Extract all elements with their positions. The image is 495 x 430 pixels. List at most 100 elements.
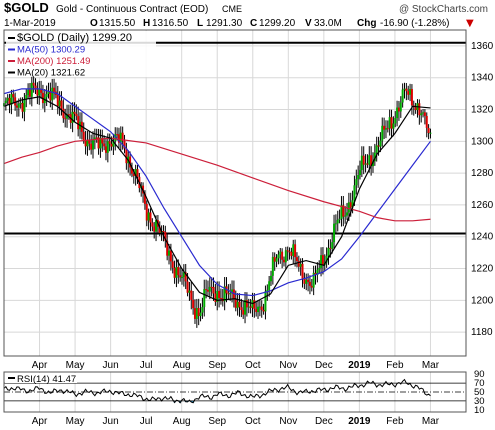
price-bar-body — [314, 272, 317, 276]
price-bar-body — [371, 161, 374, 167]
price-bar-body — [56, 95, 59, 107]
price-bar-body — [143, 193, 146, 204]
price-bar-body — [386, 128, 389, 130]
price-bar-body — [14, 97, 17, 106]
price-bar-body — [290, 251, 293, 256]
price-bar-body — [331, 242, 334, 249]
x-tick-label: Feb — [386, 360, 404, 371]
price-bar-body — [321, 255, 324, 266]
price-bar-body — [116, 134, 119, 136]
price-bar-body — [169, 250, 172, 262]
price-bar-body — [177, 267, 180, 276]
price-bar-body — [229, 292, 232, 295]
price-bar-body — [199, 312, 202, 317]
price-bar-body — [166, 240, 169, 256]
price-bar-body — [223, 286, 226, 302]
price-bar-body — [401, 89, 404, 103]
rsi-series — [3, 378, 431, 404]
price-bar-body — [4, 100, 7, 104]
price-bar-body — [192, 299, 195, 309]
legend-entry: MA(20) 1321.62 — [17, 68, 85, 79]
price-bar-body — [38, 88, 41, 96]
price-bar-body — [260, 306, 263, 310]
x-tick-label: Aug — [173, 416, 191, 427]
price-bar-body — [277, 254, 280, 259]
price-bar-body — [284, 250, 287, 263]
price-bar-body — [218, 290, 221, 299]
price-bar-body — [384, 128, 387, 130]
change-label: Chg — [357, 18, 376, 29]
low-value: 1291.30 — [206, 18, 243, 29]
x-tick-label: Oct — [245, 360, 261, 371]
price-bar-body — [429, 132, 432, 134]
price-bar-body — [205, 289, 208, 291]
price-bar-body — [19, 103, 22, 105]
price-bar-body — [181, 277, 184, 279]
price-bar-body — [334, 223, 337, 225]
price-bar-body — [247, 306, 250, 308]
price-bar-body — [242, 309, 245, 315]
x-tick-label: Dec — [315, 416, 333, 427]
price-bar-body — [73, 111, 76, 114]
price-bar-body — [423, 112, 426, 116]
price-bar-body — [353, 185, 356, 201]
price-bar-body — [184, 272, 187, 282]
price-bar-body — [227, 293, 230, 295]
price-bar-body — [390, 117, 393, 129]
price-bar-body — [15, 105, 18, 108]
price-bar-body — [12, 94, 15, 98]
price-bar-body — [320, 255, 323, 268]
legend-entry: MA(50) 1300.29 — [17, 45, 85, 56]
price-bar-body — [377, 145, 380, 147]
price-bar-body — [409, 88, 412, 95]
price-bar-body — [132, 173, 135, 177]
price-bar-body — [30, 82, 33, 97]
price-bar-body — [145, 203, 148, 221]
price-bar-body — [208, 286, 211, 292]
price-bar-body — [336, 219, 339, 224]
price-bar-body — [427, 127, 430, 134]
price-bar-body — [234, 299, 237, 308]
price-bar-body — [32, 82, 35, 86]
price-bar-body — [375, 145, 378, 153]
price-bar-body — [36, 89, 39, 96]
price-bar-body — [316, 269, 319, 276]
price-bar-body — [414, 107, 417, 111]
price-series — [3, 75, 432, 328]
price-bar-body — [151, 222, 154, 227]
price-bar-body — [21, 103, 24, 112]
price-bar-body — [206, 290, 209, 292]
price-bar-body — [392, 123, 395, 129]
price-bar-body — [282, 259, 285, 263]
y-tick-label: 90 — [474, 369, 485, 380]
series-line-ma200 — [3, 137, 431, 222]
price-bar-body — [6, 97, 9, 101]
series-line-ma50 — [3, 88, 431, 297]
header-exchange: CME — [222, 4, 242, 14]
price-bar-body — [295, 257, 298, 261]
price-bar-body — [90, 143, 93, 150]
price-bar-body — [359, 170, 362, 175]
price-bar-body — [219, 298, 222, 300]
x-tick-label: Sep — [208, 360, 226, 371]
x-tick-label: May — [66, 360, 85, 371]
price-bar-body — [86, 140, 89, 147]
header-date: 1-Mar-2019 — [4, 18, 56, 29]
price-bar-body — [308, 281, 311, 286]
x-tick-label: Apr — [32, 416, 48, 427]
price-bar-body — [101, 137, 104, 144]
price-bar-body — [418, 103, 421, 116]
price-bar-body — [112, 141, 115, 147]
open-label: O — [90, 18, 98, 29]
price-bar-body — [53, 87, 56, 92]
y-tick-label: 1280 — [471, 168, 494, 179]
price-bar-body — [82, 131, 85, 141]
price-bar-body — [231, 289, 234, 293]
x-tick-label: May — [66, 416, 85, 427]
x-tick-label: Aug — [173, 360, 191, 371]
price-bar-body — [17, 103, 20, 108]
low-label: L — [197, 18, 203, 29]
price-bar-body — [383, 125, 386, 130]
price-bar-body — [397, 107, 400, 112]
legend-entry: MA(200) 1251.49 — [17, 56, 90, 67]
